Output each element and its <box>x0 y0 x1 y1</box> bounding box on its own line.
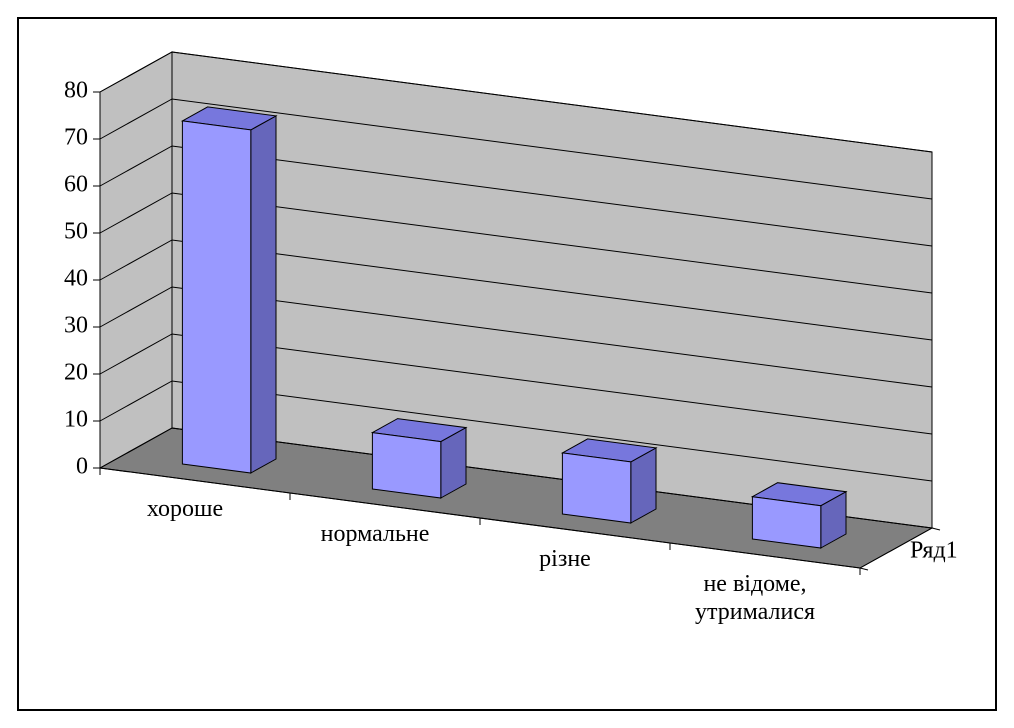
y-tick-label: 20 <box>64 360 88 386</box>
y-tick-label: 50 <box>64 219 88 245</box>
y-tick-label: 80 <box>64 78 88 104</box>
bar <box>181 120 252 474</box>
grid-line <box>99 145 933 247</box>
grid-line <box>99 98 933 200</box>
x-tick-label: нормальне <box>320 520 430 547</box>
x-tick-label: різне <box>539 545 591 572</box>
x-tick-label: хороше <box>146 495 224 522</box>
bar <box>751 496 822 549</box>
y-tick-label: 0 <box>76 454 88 480</box>
y-tick-label: 70 <box>64 125 88 151</box>
depth-tick <box>931 527 941 531</box>
grid-line <box>99 380 933 482</box>
depth-tick <box>859 567 869 571</box>
x-tick-label: не відоме, утрималися <box>694 570 816 625</box>
y-tick-label: 60 <box>64 172 88 198</box>
grid-line <box>99 427 933 529</box>
grid-line <box>99 239 933 341</box>
grid-line <box>99 51 933 153</box>
bar <box>371 432 442 499</box>
y-tick-label: 10 <box>64 407 88 433</box>
depth-axis <box>859 527 933 569</box>
bar-side <box>250 115 277 474</box>
bar <box>561 452 632 524</box>
y-tick-label: 40 <box>64 266 88 292</box>
grid-line <box>99 286 933 388</box>
y-tick-label: 30 <box>64 313 88 339</box>
legend-label: Ряд1 <box>910 538 958 564</box>
grid-line <box>99 333 933 435</box>
grid-line <box>99 192 933 294</box>
